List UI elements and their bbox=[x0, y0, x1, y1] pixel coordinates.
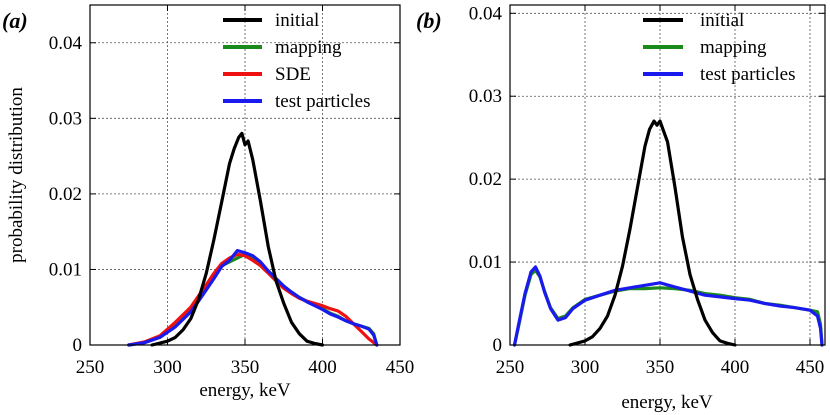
panel-label-a: (a) bbox=[2, 8, 28, 33]
plot-frame-b bbox=[509, 4, 826, 346]
y-tick-label-a-3: 0.03 bbox=[49, 108, 82, 129]
panel-a: 250 300 350 400 450 0 0.01 0.02 0.03 0.04 (a) ene… bbox=[2, 4, 415, 401]
legend-b: initial mapping test particles bbox=[643, 10, 796, 85]
series-layer-a bbox=[127, 131, 379, 347]
x-tick-label-a-4: 450 bbox=[386, 357, 415, 378]
x-axis-title-b: energy, keV bbox=[621, 392, 713, 413]
y-tick-label-b-1: 0.01 bbox=[469, 252, 502, 273]
legend-label-a-2: SDE bbox=[275, 64, 311, 85]
y-tick-label-a-1: 0.01 bbox=[49, 259, 82, 280]
series-line-b-initial bbox=[568, 119, 737, 347]
series-line-b-mapping bbox=[512, 268, 824, 347]
x-tick-label-b-3: 400 bbox=[721, 357, 750, 378]
legend-label-b-2: test particles bbox=[700, 64, 796, 85]
legend-label-a-1: mapping bbox=[275, 37, 342, 58]
x-tick-label-b-2: 350 bbox=[646, 357, 675, 378]
y-tick-label-b-0: 0 bbox=[493, 335, 503, 356]
x-tick-label-b-1: 300 bbox=[571, 357, 600, 378]
legend-label-a-0: initial bbox=[275, 10, 319, 31]
series-layer-b bbox=[512, 119, 824, 347]
legend-label-b-0: initial bbox=[700, 10, 744, 31]
panel-label-b: (b) bbox=[416, 8, 442, 33]
x-tick-label-b-4: 450 bbox=[796, 357, 825, 378]
y-axis-title-a: probability distribution bbox=[6, 87, 27, 263]
legend-label-a-3: test particles bbox=[275, 91, 371, 112]
x-axis-title-a: energy, keV bbox=[199, 380, 291, 401]
series-line-b-test-particles bbox=[512, 265, 824, 347]
x-tick-label-a-2: 350 bbox=[231, 357, 260, 378]
x-tick-label-a-1: 300 bbox=[153, 357, 182, 378]
x-tick-label-a-0: 250 bbox=[76, 357, 105, 378]
x-tick-label-b-0: 250 bbox=[496, 357, 525, 378]
y-tick-label-a-2: 0.02 bbox=[49, 184, 82, 205]
y-tick-label-b-4: 0.04 bbox=[469, 3, 503, 24]
panel-b: 250 300 350 400 450 0 0.01 0.02 0.03 0.04 (b) ene… bbox=[416, 3, 826, 413]
y-tick-label-a-0: 0 bbox=[73, 335, 83, 356]
y-tick-label-a-4: 0.04 bbox=[49, 33, 83, 54]
series-line-a-initial bbox=[150, 131, 325, 347]
y-tick-label-b-2: 0.02 bbox=[469, 169, 502, 190]
x-tick-label-a-3: 400 bbox=[308, 357, 337, 378]
legend-label-b-1: mapping bbox=[700, 37, 767, 58]
legend-a: initial mapping SDE test particles bbox=[223, 10, 371, 112]
y-tick-label-b-3: 0.03 bbox=[469, 86, 502, 107]
